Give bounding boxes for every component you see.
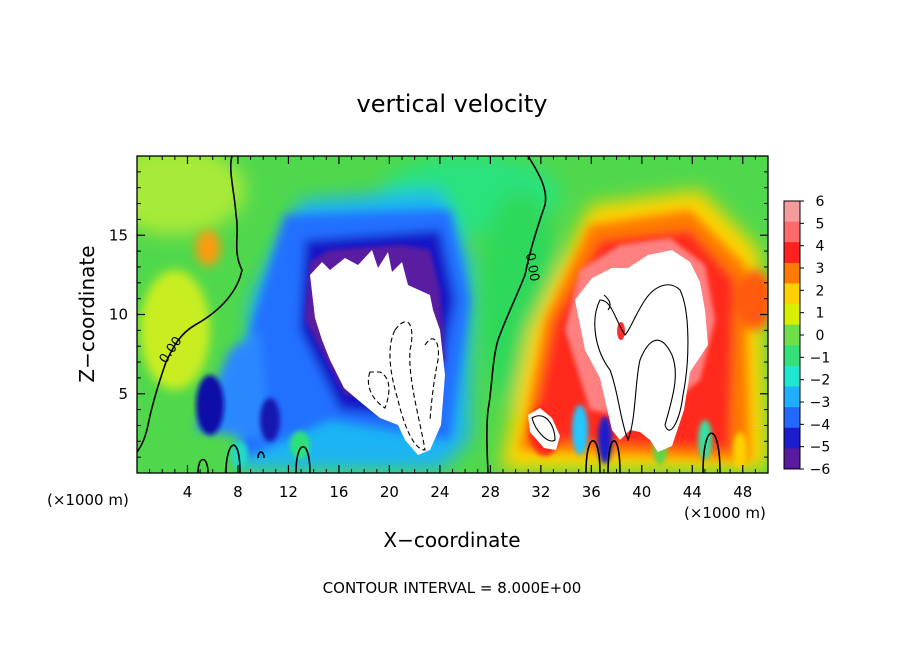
contour-label-text: 0.00 [522, 252, 542, 283]
colorbar-label: 0 [816, 328, 825, 344]
colorbar-segment [784, 324, 800, 346]
zero-contour-left [137, 156, 243, 453]
zero-contour-bump-2 [295, 445, 311, 473]
zero-contour-bump-4 [702, 432, 721, 473]
colorbar-label: −6 [810, 462, 831, 478]
contour-interval-note: CONTOUR INTERVAL = 8.000E+00 [323, 579, 582, 597]
colorbar-segment [784, 304, 800, 326]
negative-contour-3 [424, 338, 439, 421]
colorbar-segment [784, 262, 800, 284]
colorbar: 6 5 4 3 2 1 0 −1 −2 −3 −4 −5 −6 [783, 194, 831, 478]
heatmap-field: 0.000.00 [137, 156, 768, 473]
colorbar-segment [784, 386, 800, 408]
x-tick-label: 32 [531, 483, 550, 501]
zero-contour-bump-1 [225, 444, 241, 473]
colorbar-label: −5 [810, 440, 831, 456]
positive-contour-2 [603, 294, 611, 311]
x-tick-label: 48 [733, 483, 752, 501]
colorbar-segment [784, 427, 800, 449]
x-unit-left: (×1000 m) [47, 491, 129, 509]
zero-contour-bump-5 [585, 439, 601, 473]
colorbar-segment [784, 345, 800, 367]
colorbar-segment [784, 242, 800, 264]
colorbar-label: 6 [816, 194, 825, 210]
x-tick-label: 12 [279, 483, 298, 501]
zero-contour-bump-7 [257, 451, 265, 459]
colorbar-segment [784, 448, 800, 470]
colorbar-label: −2 [810, 373, 831, 389]
colorbar-label: 5 [816, 216, 825, 232]
colorbar-label: 3 [816, 261, 825, 277]
colorbar-segment [784, 365, 800, 388]
x-axis-title: X−coordinate [383, 528, 520, 552]
chart-title: vertical velocity [357, 90, 548, 118]
x-tick-label: 20 [380, 483, 399, 501]
zero-contour-bump-3 [197, 458, 209, 473]
updraft-small-core [528, 408, 560, 450]
colorbar-label: 4 [816, 239, 825, 255]
x-tick-label: 4 [183, 483, 193, 501]
y-tick-label: 10 [109, 306, 128, 324]
y-tick-label: 15 [109, 226, 128, 244]
colorbar-segment [784, 201, 800, 223]
colorbar-segment [784, 407, 800, 429]
colorbar-label: 2 [816, 283, 825, 299]
contour-label: 0.00 [522, 252, 542, 283]
positive-contour-3 [531, 415, 556, 442]
negative-contour-1 [367, 371, 390, 409]
updraft-spot [617, 322, 625, 340]
x-axis: 4 8 12 16 20 24 28 32 36 40 44 48 [149, 156, 756, 501]
y-tick-label: 5 [118, 385, 128, 403]
x-tick-label: 24 [430, 483, 449, 501]
x-tick-label: 40 [632, 483, 651, 501]
colorbar-segment [784, 283, 800, 305]
x-tick-label: 36 [582, 483, 601, 501]
colorbar-label: −3 [810, 395, 831, 411]
negative-contour-2 [389, 321, 426, 451]
colorbar-label: −1 [810, 350, 831, 366]
positive-contour-1 [594, 284, 689, 442]
x-tick-label: 28 [481, 483, 500, 501]
x-tick-label: 16 [329, 483, 348, 501]
x-tick-label: 8 [233, 483, 243, 501]
colorbar-segment [784, 221, 800, 243]
colorbar-label: 1 [816, 306, 825, 322]
zero-contour-bump-6 [607, 439, 621, 473]
zero-contour-right [486, 156, 547, 473]
colorbar-label: −4 [810, 417, 831, 433]
y-axis-title: Z−coordinate [75, 245, 99, 382]
x-unit-right: (×1000 m) [684, 504, 766, 522]
y-axis: 5 10 15 [109, 171, 768, 458]
x-tick-label: 44 [683, 483, 702, 501]
downdraft-core [310, 250, 445, 455]
